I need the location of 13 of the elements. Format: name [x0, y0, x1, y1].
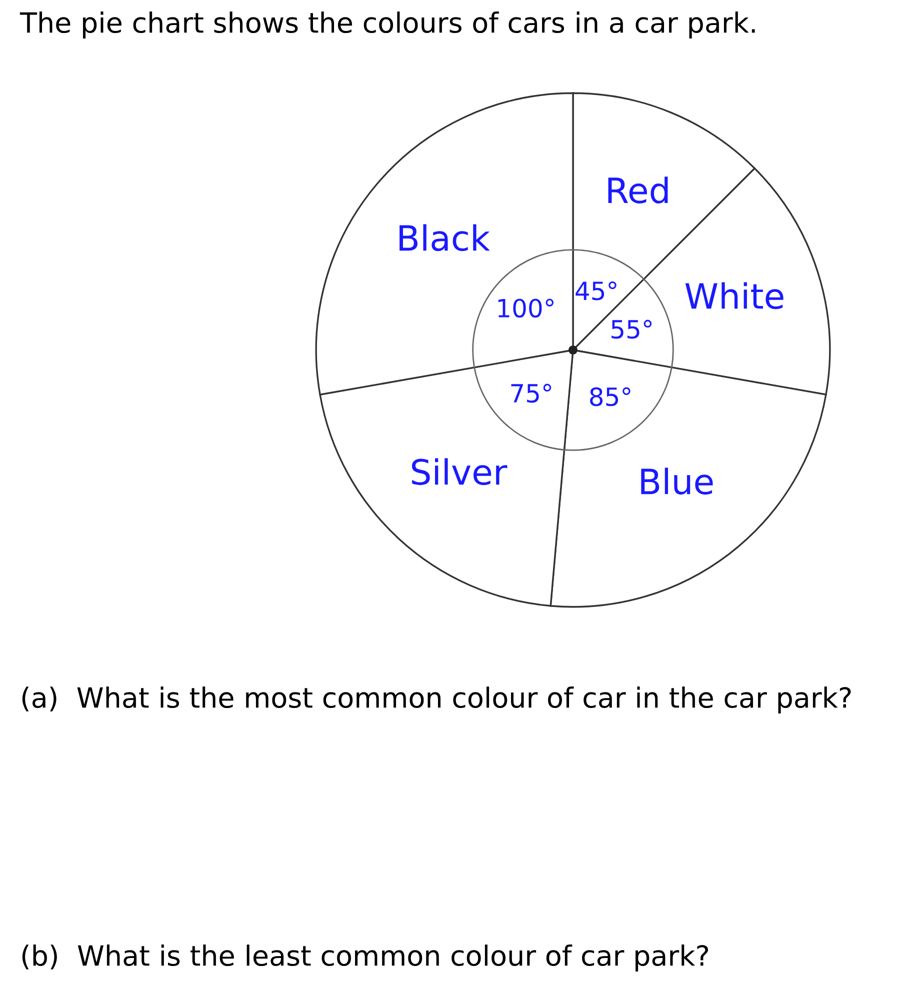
data-label: 85° — [590, 387, 630, 406]
chart-title: The pie chart shows the colours of cars in a car park. — [20, 12, 755, 38]
slice-label: Blue — [641, 468, 713, 495]
slice-label: Red — [608, 176, 668, 204]
slice-label: Black — [400, 224, 490, 252]
slice-label: Silver — [412, 458, 508, 486]
data-label: 75° — [511, 384, 552, 403]
text: (b) What is the least common colour of car park? — [22, 944, 708, 972]
data-label: 100° — [498, 298, 554, 318]
data-label: 55° — [612, 320, 652, 339]
data-label: 45° — [576, 281, 616, 300]
slice-label: White — [685, 282, 784, 310]
text: (a) What is the most common colour of car in the car park? — [22, 686, 851, 714]
